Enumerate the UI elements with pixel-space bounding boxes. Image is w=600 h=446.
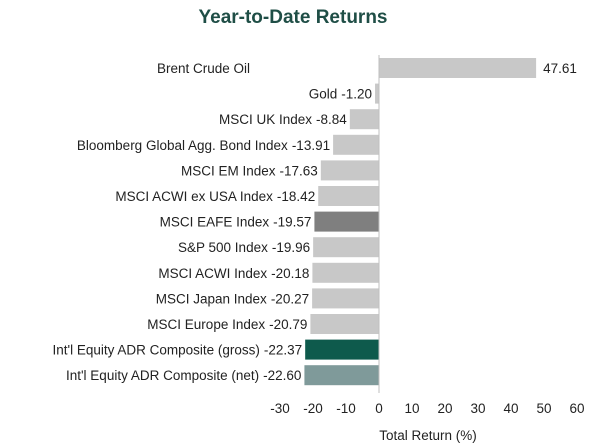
category-label-1: Gold [309,87,338,102]
chart-title: Year-to-Date Returns [199,7,388,28]
category-label-12: Int'l Equity ADR Composite (net) [66,368,259,383]
value-label-4: -17.63 [280,163,318,178]
bar-6 [314,211,379,232]
x-tick-label-2: -10 [336,401,356,416]
bar-1 [375,83,379,104]
value-label-3: -13.91 [292,138,330,153]
bar-2 [349,109,379,130]
value-label-10: -20.79 [269,317,307,332]
x-tick-label-3: 0 [375,401,383,416]
category-label-8: MSCI ACWI Index [158,266,267,281]
value-label-7: -19.96 [272,240,310,255]
category-label-2: MSCI UK Index [219,112,312,127]
category-label-7: S&P 500 Index [178,240,268,255]
value-label-11: -22.37 [264,343,302,358]
bar-4 [320,160,379,181]
x-tick-label-1: -20 [303,401,323,416]
bar-9 [312,288,379,309]
value-label-12: -22.60 [263,368,301,383]
x-axis-label: Total Return (%) [379,428,477,443]
bars-group [304,58,537,386]
value-labels-group: 47.61 -1.20 -8.84 -13.91 -17.63 -18.42 -19.57 -… [263,61,577,383]
x-tick-label-0: -30 [270,401,290,416]
bar-12 [304,365,379,386]
value-label-6: -19.57 [273,215,311,230]
value-label-2: -8.84 [316,112,347,127]
category-label-10: MSCI Europe Index [147,317,265,332]
x-tick-label-9: 60 [569,401,584,416]
value-label-8: -20.18 [271,266,309,281]
category-label-6: MSCI EAFE Index [160,215,270,230]
category-label-9: MSCI Japan Index [156,291,267,306]
category-label-3: Bloomberg Global Agg. Bond Index [77,138,288,153]
x-tick-label-5: 20 [437,401,452,416]
x-tick-label-6: 30 [470,401,485,416]
bar-10 [310,314,379,334]
category-label-0: Brent Crude Oil [157,61,250,76]
bar-3 [333,134,379,155]
value-label-9: -20.27 [271,291,309,306]
x-tick-label-7: 40 [503,401,518,416]
bar-8 [312,262,379,283]
value-label-5: -18.42 [277,189,315,204]
category-labels-group: Brent Crude Oil Gold MSCI UK Index Bloomber… [52,61,337,383]
value-label-1: -1.20 [341,87,372,102]
x-tick-label-8: 50 [536,401,551,416]
bar-0 [379,58,537,78]
category-label-4: MSCI EM Index [181,163,276,178]
category-label-5: MSCI ACWI ex USA Index [115,189,273,204]
category-label-11: Int'l Equity ADR Composite (gross) [52,343,259,358]
bar-5 [318,186,379,206]
x-tick-label-4: 10 [404,401,419,416]
x-tick-labels-group: -30 -20 -10 0 10 20 30 40 50 60 [270,401,584,416]
bar-11 [305,339,379,360]
bar-7 [313,237,379,258]
value-label-0: 47.61 [543,61,577,76]
